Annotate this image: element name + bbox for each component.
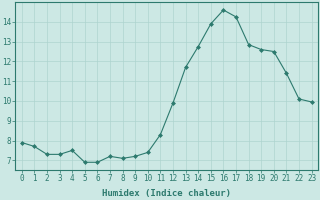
X-axis label: Humidex (Indice chaleur): Humidex (Indice chaleur) — [102, 189, 231, 198]
